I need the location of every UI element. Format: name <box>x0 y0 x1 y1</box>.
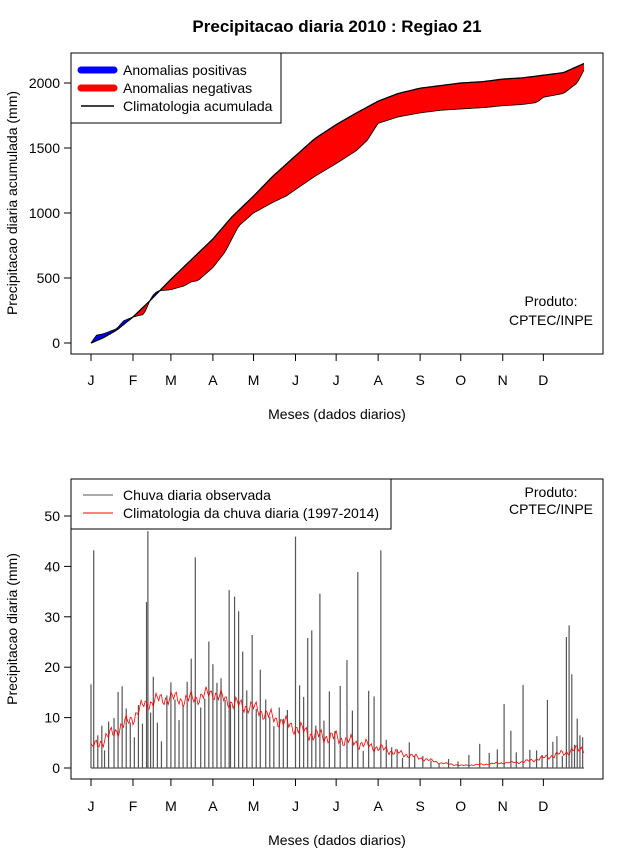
x-tick-label: J <box>333 798 340 814</box>
legend-observed-label: Chuva diaria observada <box>123 487 271 503</box>
accumulated-lines <box>90 62 585 344</box>
x-tick-label: F <box>129 798 138 814</box>
climatology-daily-line <box>90 686 585 767</box>
x-tick-label: D <box>538 798 548 814</box>
observed-accumulated-line <box>90 69 585 344</box>
y-tick-label: 500 <box>37 270 61 286</box>
legend: Anomalias positivas Anomalias negativas … <box>70 52 282 124</box>
x-tick-label: A <box>373 372 383 388</box>
product-source: CPTEC/INPE <box>509 312 593 328</box>
y-tick-label: 50 <box>44 508 60 524</box>
y-tick-label: 0 <box>52 760 60 776</box>
y-tick-label: 1000 <box>29 205 60 221</box>
y-tick-label: 40 <box>44 558 60 574</box>
x-tick-label: D <box>538 372 548 388</box>
y-tick-label: 1500 <box>29 140 60 156</box>
x-tick-label: J <box>88 798 95 814</box>
legend-climatology-label: Climatologia da chuva diaria (1997-2014) <box>123 505 379 521</box>
x-tick-label: A <box>373 798 383 814</box>
y-axis-label: Precipitacao diaria (mm) <box>4 553 20 705</box>
y-tick-label: 0 <box>52 335 60 351</box>
y-tick-label: 2000 <box>29 75 60 91</box>
daily-chart: 0 10 20 30 40 50 J F M A M J J A S O N D Meses (dados di… <box>4 478 604 848</box>
x-tick-label: O <box>455 798 466 814</box>
y-axis-label: Precipitacao diaria acumulada (mm) <box>4 91 20 315</box>
legend: Chuva diaria observada Climatologia da c… <box>70 478 392 530</box>
x-tick-label: A <box>208 372 218 388</box>
product-label: Produto: <box>525 484 578 500</box>
x-tick-label: N <box>498 372 508 388</box>
product-label: Produto: <box>525 293 578 309</box>
x-tick-label: M <box>165 372 177 388</box>
x-tick-label: F <box>129 372 138 388</box>
x-tick-label: J <box>292 798 299 814</box>
x-tick-label: S <box>415 798 424 814</box>
x-tick-label: N <box>498 798 508 814</box>
legend-box <box>70 478 392 530</box>
product-source: CPTEC/INPE <box>509 501 593 517</box>
y-axis: 0 500 1000 1500 2000 <box>29 75 72 351</box>
y-tick-label: 30 <box>44 609 60 625</box>
x-tick-label: J <box>292 372 299 388</box>
y-axis: 0 10 20 30 40 50 <box>44 508 72 776</box>
y-tick-label: 20 <box>44 659 60 675</box>
climatology-line <box>90 686 585 767</box>
x-axis-label: Meses (dados diarios) <box>268 406 406 422</box>
x-tick-label: J <box>88 372 95 388</box>
negative-anomaly-area <box>160 63 585 291</box>
legend-climatology-label: Climatologia acumulada <box>123 98 273 114</box>
x-tick-label: S <box>415 372 424 388</box>
x-tick-label: A <box>208 798 218 814</box>
legend-positive-label: Anomalias positivas <box>123 62 247 78</box>
x-tick-label: M <box>248 372 260 388</box>
y-tick-label: 10 <box>44 710 60 726</box>
daily-bars <box>90 531 584 769</box>
x-tick-label: M <box>165 798 177 814</box>
x-tick-label: O <box>455 372 466 388</box>
x-tick-label: M <box>248 798 260 814</box>
figure-title: Precipitacao diaria 2010 : Regiao 21 <box>192 17 481 36</box>
climatology-accumulated-line <box>90 62 585 344</box>
x-tick-label: J <box>333 372 340 388</box>
x-axis-label: Meses (dados diarios) <box>268 832 406 848</box>
legend-negative-label: Anomalias negativas <box>123 80 252 96</box>
positive-anomaly-area <box>91 317 133 343</box>
accumulated-chart: 0 500 1000 1500 2000 J F M A M J J A S O N D Meses (dad… <box>4 52 604 422</box>
